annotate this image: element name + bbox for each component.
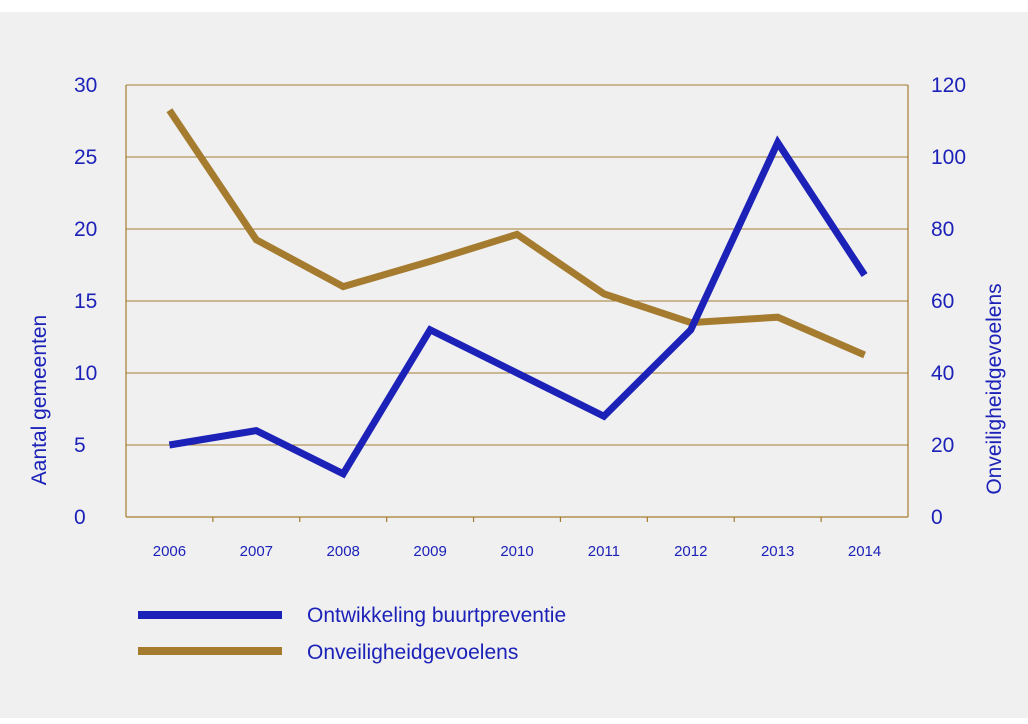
x-tick-label: 2014: [848, 543, 881, 560]
x-tick-label: 2007: [240, 543, 273, 560]
y2-tick-label: 120: [931, 74, 966, 97]
series-lines: [166, 108, 868, 479]
x-tick-label: 2010: [500, 543, 533, 560]
y2-axis-title: Onveiligheidgevoelens: [983, 283, 1006, 494]
y-axis-title: Aantal gemeenten: [28, 315, 51, 485]
x-tick-label: 2012: [674, 543, 707, 560]
x-tick-label: 2011: [588, 543, 620, 560]
legend-label-onveiligheidgevoelens: Onveiligheidgevoelens: [307, 641, 518, 664]
legend: Ontwikkeling buurtpreventie Onveiligheid…: [138, 604, 566, 664]
y-tick-label: 15: [74, 290, 97, 313]
tick-labels: 0 5 10 15 20 25 30 0 20 40 60 80 100 120 2006 2007 2008 2…: [74, 74, 966, 560]
y2-tick-label: 100: [931, 146, 966, 169]
y-tick-label: 20: [74, 218, 97, 241]
grid-lines: [126, 84, 908, 446]
x-tick-label: 2008: [327, 543, 360, 560]
series-line-onveiligheidgevoelens: [166, 108, 866, 359]
y2-tick-label: 40: [931, 362, 954, 385]
x-tick-label: 2009: [413, 543, 446, 560]
chart-panel: [0, 12, 1028, 718]
y2-tick-label: 80: [931, 218, 954, 241]
series-line-buurtpreventie: [168, 135, 868, 479]
x-tick-label: 2013: [761, 543, 794, 560]
y-tick-label: 0: [74, 506, 86, 529]
y-tick-label: 5: [74, 434, 86, 457]
y2-tick-label: 20: [931, 434, 954, 457]
legend-label-buurtpreventie: Ontwikkeling buurtpreventie: [307, 604, 566, 627]
y2-tick-label: 60: [931, 290, 954, 313]
y-tick-label: 25: [74, 146, 97, 169]
axes: [125, 85, 909, 522]
y-tick-label: 30: [74, 74, 97, 97]
x-tick-label: 2006: [153, 543, 186, 560]
y-tick-label: 10: [74, 362, 97, 385]
y2-tick-label: 0: [931, 506, 943, 529]
